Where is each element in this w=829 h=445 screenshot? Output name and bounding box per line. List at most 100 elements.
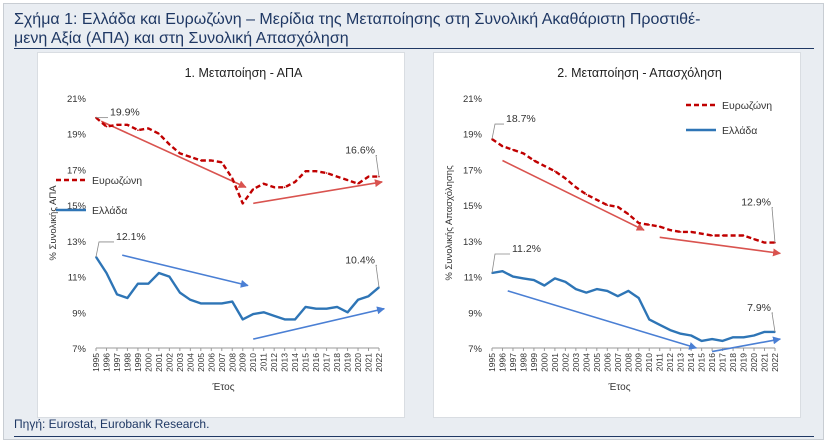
x-tick-label: 2000 [143, 353, 153, 372]
data-point [168, 275, 171, 278]
data-point [721, 340, 724, 342]
legend-label-eurozone: Ευρωζώνη [722, 100, 772, 112]
data-point [690, 231, 692, 233]
legend-label-eurozone: Ευρωζώνη [92, 175, 142, 187]
x-axis-label: Έτος [211, 382, 234, 393]
annotation-leader [771, 312, 776, 332]
data-label: 11.2% [512, 243, 541, 255]
y-tick-label: 21% [67, 94, 87, 105]
x-tick-label: 2007 [613, 353, 623, 372]
annotation-leader [491, 123, 504, 140]
chart-employment-svg: 2. Μεταποίηση - Απασχόληση 7% 9% 11% 13% 15% 1… [444, 66, 782, 393]
data-point [679, 332, 682, 335]
x-tick-label: 2020 [353, 353, 363, 372]
data-point [637, 297, 640, 299]
data-point [273, 315, 275, 317]
data-point [616, 206, 619, 208]
eurozone-trend-arrow-late [659, 236, 782, 257]
greece-recovery-arrow [711, 336, 782, 353]
data-point [294, 181, 296, 183]
chart-panel-gva: 1. Μεταποίηση - ΑΠΑ 7% 9% 11% 13% 15% 17% 19% 21… [37, 52, 405, 418]
figure-title-line-2: μενη Αξία (ΑΠΑ) και στη Συνολική Απασχόλ… [14, 30, 349, 47]
y-tick-label: 19% [67, 130, 87, 141]
x-tick-label: 2014 [686, 353, 696, 372]
chart-gva-svg: 1. Μεταποίηση - ΑΠΑ 7% 9% 11% 13% 15% 17% 19% 21… [48, 66, 386, 393]
chart-title: 2. Μεταποίηση - Απασχόληση [557, 66, 722, 80]
x-tick-label: 2003 [175, 353, 185, 372]
x-tick-label: 1996 [101, 353, 111, 372]
x-tick-label: 2017 [718, 353, 728, 372]
data-point [596, 288, 598, 290]
x-tick-label: 2002 [560, 353, 570, 372]
x-tick-label: 2011 [655, 353, 665, 372]
eurozone-trend-arrow [502, 159, 645, 231]
data-point [742, 234, 745, 237]
x-tick-label: 1999 [529, 353, 539, 372]
greece-trend-arrow [507, 290, 698, 350]
data-label: 18.7% [506, 113, 536, 125]
data-point [501, 270, 504, 273]
y-tick-label: 17% [463, 165, 483, 176]
data-point [554, 277, 556, 280]
data-point [168, 143, 171, 146]
x-tick-label: 2004 [581, 353, 591, 372]
eurozone-recovery-arrow [253, 179, 383, 205]
data-point [346, 179, 349, 181]
x-tick-label: 2019 [739, 353, 749, 372]
greece-recovery-arrow [253, 306, 386, 340]
data-point [147, 282, 150, 285]
data-point [627, 213, 630, 215]
x-tick-label: 2010 [248, 353, 258, 372]
source-note: Πηγή: Eurostat, Eurobank Research. [14, 417, 210, 431]
data-point [543, 284, 546, 287]
data-label: 12.1% [116, 231, 146, 243]
x-tick-label: 2006 [602, 353, 612, 372]
x-tick-label: 2020 [749, 353, 759, 372]
y-axis-label: % Συνολικής Απασχόλησης [444, 165, 455, 281]
x-tick-label: 2003 [571, 353, 581, 372]
data-point [690, 334, 692, 337]
data-point [753, 238, 755, 240]
data-point [283, 318, 286, 321]
data-point [273, 186, 275, 189]
data-point [220, 302, 223, 305]
data-point [606, 290, 609, 292]
data-point [336, 306, 338, 308]
data-label: 19.9% [110, 107, 140, 119]
y-tick-label: 21% [463, 94, 483, 105]
x-tick-label: 1999 [133, 353, 143, 372]
data-point [658, 323, 661, 326]
data-point [367, 295, 370, 298]
series-line-eurozone [491, 138, 775, 244]
x-tick-label: 1996 [497, 353, 507, 372]
x-tick-label: 1997 [112, 353, 122, 372]
greece-trend-arrow [122, 254, 249, 288]
data-point [543, 165, 546, 167]
data-point [262, 182, 265, 185]
y-tick-label: 7% [72, 344, 86, 355]
series-line-greece [94, 256, 380, 321]
data-point [105, 125, 108, 128]
y-tick-label: 19% [463, 130, 483, 141]
data-label: 16.6% [345, 145, 375, 157]
figure-title: Σχήμα 1: Ελλάδα και Ευρωζώνη – Μερίδια τ… [14, 10, 814, 48]
data-point [357, 182, 359, 185]
data-point [367, 175, 370, 178]
data-point [231, 177, 234, 180]
data-point [158, 132, 160, 135]
data-point [732, 336, 734, 339]
x-tick-label: 2005 [196, 353, 206, 372]
x-tick-label: 2000 [539, 353, 549, 372]
data-point [200, 159, 202, 162]
data-point [669, 329, 671, 331]
data-point [711, 338, 713, 340]
data-point [189, 156, 192, 158]
data-point [116, 123, 118, 126]
x-tick-label: 2007 [217, 353, 227, 372]
data-point [596, 198, 598, 201]
data-point [522, 277, 525, 280]
data-point [346, 311, 349, 314]
y-tick-label: 13% [463, 237, 483, 248]
legend-label-greece: Ελλάδα [722, 125, 757, 137]
data-point [252, 188, 255, 190]
